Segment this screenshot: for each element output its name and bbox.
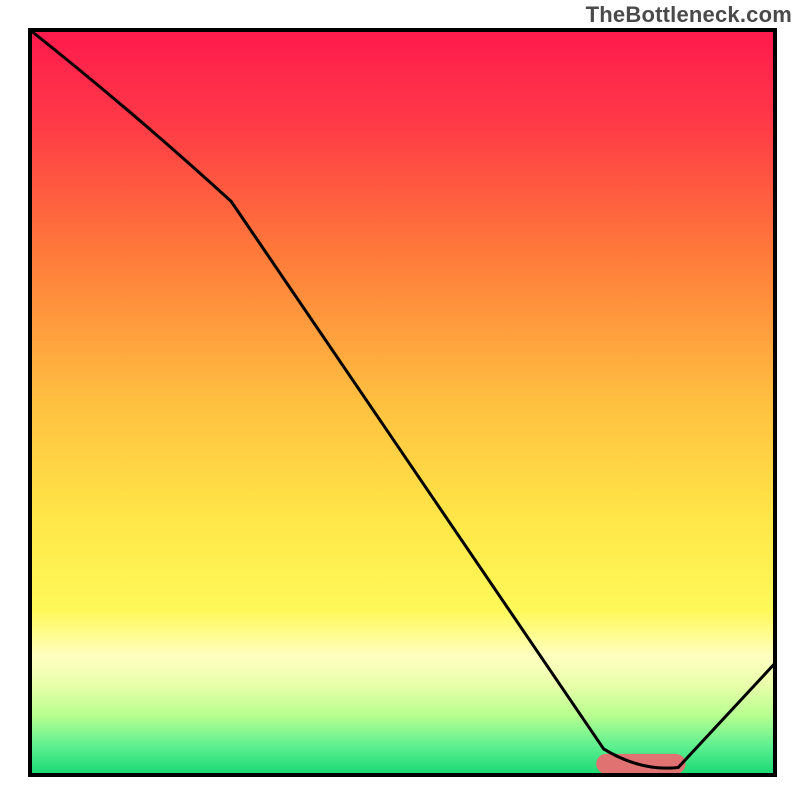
- bottleneck-chart: [0, 0, 800, 800]
- gradient-background: [30, 30, 775, 775]
- watermark-text: TheBottleneck.com: [586, 2, 792, 28]
- chart-container: TheBottleneck.com: [0, 0, 800, 800]
